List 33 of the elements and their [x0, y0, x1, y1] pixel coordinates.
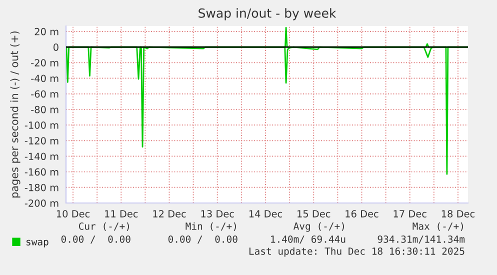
y-axis-title: pages per second in (-) / out (+) [10, 31, 20, 198]
text: Max (-/+) [412, 222, 463, 231]
text: 934.31m/141.34m [378, 235, 465, 244]
y-tick-label: -140 m [24, 152, 58, 160]
x-tick-label: 11 Dec [105, 210, 138, 218]
x-tick-label: 18 Dec [442, 210, 475, 218]
x-tick-label: 16 Dec [346, 210, 378, 218]
text: Cur (-/+) [78, 222, 129, 231]
y-tick-label: -20 m [31, 59, 58, 66]
y-tick-label: -100 m [24, 122, 58, 129]
y-tick-label: -80 m [31, 106, 58, 114]
text: Min (-/+) [186, 222, 236, 231]
legend-label: swap [26, 240, 48, 248]
text: 0.00 / 0.00 [168, 235, 238, 244]
y-tick-label: -200 m [24, 199, 58, 207]
y-tick-label: 0 [54, 44, 58, 51]
x-tick-label: 15 Dec [298, 210, 330, 218]
x-tick-label: 10 Dec [56, 210, 90, 218]
y-tick-label: -160 m [24, 168, 58, 176]
y-tick-label: -60 m [31, 90, 58, 98]
y-tick-label: -120 m [24, 137, 58, 144]
x-tick-label: 13 Dec [201, 210, 234, 218]
y-tick-label: -180 m [24, 184, 58, 192]
x-tick-label: 12 Dec [153, 210, 186, 218]
text: 1.40m/ 69.44u [271, 235, 346, 244]
y-tick-label: 20 m [34, 28, 58, 36]
text: Avg (-/+) [294, 222, 344, 232]
x-tick-label: 17 Dec [394, 210, 426, 218]
text: 0.00 / 0.00 [61, 235, 130, 244]
chart-title: Swap in/out - by week [198, 8, 336, 20]
y-tick-label: -40 m [31, 74, 58, 82]
x-tick-label: 14 Dec [249, 210, 282, 218]
text: Last update: Thu Dec 18 16:30:11 2025 [249, 247, 464, 257]
